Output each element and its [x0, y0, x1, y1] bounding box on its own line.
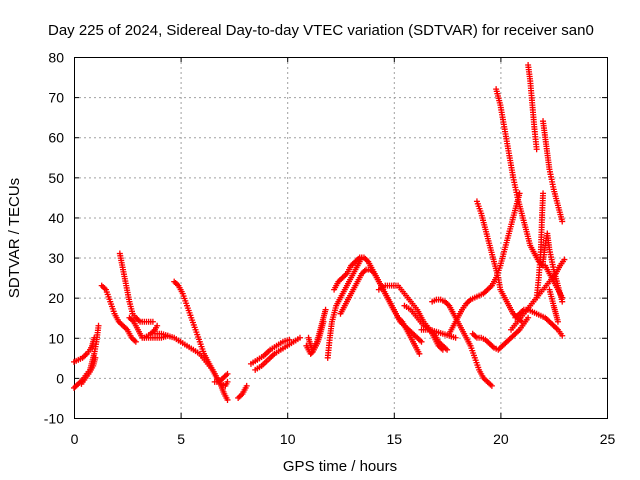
data-point [533, 146, 540, 153]
series-s3 [78, 354, 99, 387]
data-point [95, 322, 102, 329]
data-point [416, 350, 423, 357]
series-s10 [211, 370, 231, 385]
data-point [92, 354, 99, 361]
series-s4 [98, 282, 139, 345]
data-point [308, 349, 315, 356]
y-tick-label: 0 [56, 370, 64, 386]
y-tick-label: 80 [48, 50, 64, 66]
y-tick-label: 10 [48, 330, 64, 346]
series-s26 [493, 86, 547, 269]
data-point [224, 396, 231, 403]
y-tick-label: -10 [44, 411, 64, 427]
x-tick-label: 15 [387, 431, 403, 447]
data-point [525, 314, 532, 321]
series-s7 [141, 322, 161, 341]
data-point [559, 294, 566, 301]
series-s27 [512, 306, 566, 339]
series-s30 [533, 190, 547, 301]
data-point [322, 306, 329, 313]
series-s12 [252, 334, 303, 373]
data-point [452, 334, 459, 341]
data-point [149, 318, 156, 325]
y-tick-label: 50 [48, 170, 64, 186]
x-axis-label: GPS time / hours [283, 458, 397, 475]
plot-frame [74, 57, 608, 419]
series-s22 [429, 296, 495, 389]
data-point [91, 334, 98, 341]
y-axis-label: SDTVAR / TECUs [6, 178, 23, 298]
grid-lines [74, 57, 607, 418]
series-s34 [546, 286, 561, 325]
data-point [243, 382, 250, 389]
series-s32 [540, 230, 566, 305]
chart-title: Day 225 of 2024, Sidereal Day-to-day VTE… [48, 22, 594, 39]
x-tick-label: 20 [493, 431, 509, 447]
data-point [559, 218, 566, 225]
series-s5 [116, 250, 156, 325]
series-s23 [446, 190, 523, 337]
data-point [488, 382, 495, 389]
series-s24 [469, 314, 532, 353]
data-points [71, 62, 568, 403]
data-point [418, 338, 425, 345]
data-point [224, 378, 231, 385]
data-point [561, 256, 568, 263]
series-s18 [337, 266, 425, 345]
data-point [296, 334, 303, 341]
x-axis-ticks: 0 5 10 15 20 25 [71, 57, 616, 447]
data-point [224, 370, 231, 377]
data-point [286, 336, 293, 343]
data-point [540, 190, 547, 197]
series-s33 [542, 262, 566, 301]
series-s21 [418, 326, 451, 353]
x-tick-label: 10 [280, 431, 296, 447]
x-tick-label: 5 [177, 431, 185, 447]
data-point [444, 346, 451, 353]
series-s15 [305, 306, 329, 353]
y-tick-label: 60 [48, 130, 64, 146]
series-s11 [235, 382, 250, 401]
series-s2 [71, 334, 98, 365]
series-s16 [324, 254, 365, 361]
series-s31 [540, 118, 566, 225]
series-s28 [508, 256, 568, 333]
series-s29 [525, 62, 540, 153]
y-tick-label: 30 [48, 250, 64, 266]
x-tick-label: 25 [600, 431, 616, 447]
y-tick-label: 70 [48, 90, 64, 106]
series-s13 [247, 336, 293, 367]
data-point [559, 332, 566, 339]
y-axis-ticks: -10 0 10 20 30 40 50 60 70 80 [44, 50, 607, 427]
y-tick-label: 20 [48, 290, 64, 306]
data-point [154, 322, 161, 329]
data-point [554, 318, 561, 325]
x-tick-label: 0 [71, 431, 79, 447]
y-tick-label: 40 [48, 210, 64, 226]
series-s9 [171, 278, 231, 403]
data-point [132, 338, 139, 345]
